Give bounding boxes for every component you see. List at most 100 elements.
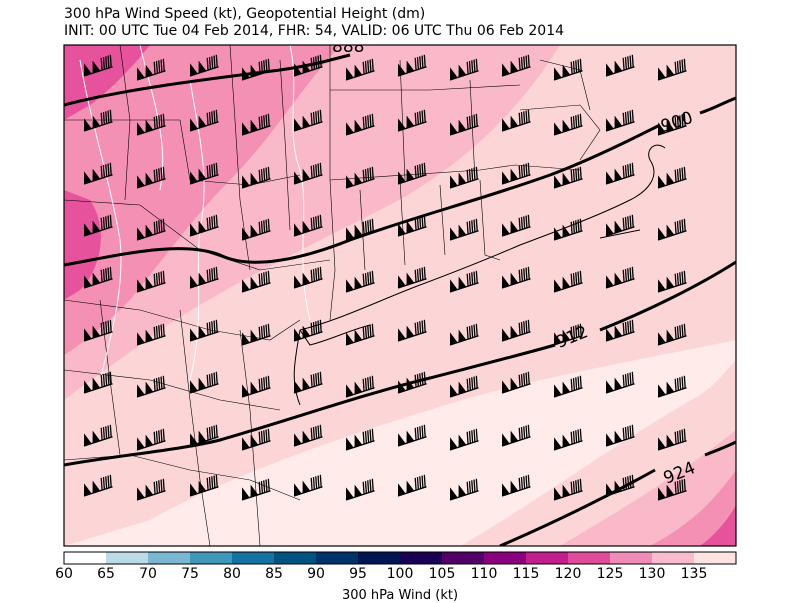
wind-barb-icon [189, 214, 219, 237]
wind-barb-icon [241, 113, 271, 136]
colorbar-tick-label: 120 [554, 566, 582, 582]
map-subtitle: INIT: 00 UTC Tue 04 Feb 2014, FHR: 54, V… [64, 23, 565, 39]
wind-barb-icon [501, 266, 531, 289]
wind-barb-icon [345, 113, 375, 136]
wind-barb-icon [397, 371, 427, 394]
wind-barb-icon [553, 270, 583, 293]
wind-barb-icon [553, 166, 583, 189]
wind-barb-icon [189, 371, 219, 394]
wind-barb-icon [241, 428, 271, 451]
wind-barb-icon [449, 428, 479, 451]
wind-barb-icon [293, 319, 323, 342]
wind-barb-icon [136, 58, 166, 81]
wind-shading-pink [64, 45, 340, 355]
wind-barb-icon [345, 166, 375, 189]
colorbar-tick-label: 70 [139, 566, 157, 582]
wind-barb-icon [605, 424, 635, 447]
wind-barb-icon [83, 474, 113, 497]
wind-barb-icon [605, 371, 635, 394]
colorbar-tick-label: 75 [181, 566, 199, 582]
wind-barb-icon [397, 162, 427, 185]
wind-barb-icon [501, 424, 531, 447]
wind-barb-icon [605, 109, 635, 132]
wind-barb-icon [189, 319, 219, 342]
contour-912 [64, 260, 736, 467]
wind-shading-strong-west [64, 190, 101, 300]
wind-barb-icon [293, 474, 323, 497]
wind-barb-icon [553, 58, 583, 81]
wind-barb-icon [241, 218, 271, 241]
wind-shading-pink-se [650, 470, 736, 546]
wind-barb-icon [553, 218, 583, 241]
colorbar-swatch [358, 552, 401, 564]
wind-barb-icon [293, 266, 323, 289]
colorbar-frame [63, 551, 737, 565]
wind-barb-icon [136, 478, 166, 501]
wind-shading-medium-se [560, 430, 736, 546]
wind-barb-icon [397, 266, 427, 289]
wind-barb-icon [83, 266, 113, 289]
colorbar-tick-label: 125 [596, 566, 624, 582]
colorbar-swatch [400, 552, 443, 564]
wind-barb-icon [136, 375, 166, 398]
wind-barb-icon [501, 371, 531, 394]
wind-barb-icon [449, 375, 479, 398]
wind-barb-icon [449, 478, 479, 501]
contour-label-888: 888 [332, 37, 364, 57]
contour-888 [64, 53, 351, 107]
wind-barb-icon [553, 113, 583, 136]
wind-barb-icon [241, 58, 271, 81]
wind-barb-icon [397, 54, 427, 77]
wind-barb-icon [553, 478, 583, 501]
wind-barb-icon [657, 218, 687, 241]
county-boundaries [64, 45, 601, 546]
wind-barb-icon [345, 375, 375, 398]
map-title: 300 hPa Wind Speed (kt), Geopotential He… [64, 6, 426, 22]
colorbar-swatch [274, 552, 317, 564]
wind-barb-icon [553, 375, 583, 398]
wind-barb-icon [605, 214, 635, 237]
colorbar-label: 300 hPa Wind (kt) [341, 588, 459, 603]
wind-barb-icon [449, 323, 479, 346]
colorbar [64, 552, 737, 564]
wind-barb-icon [449, 113, 479, 136]
wind-barb-icon [501, 319, 531, 342]
wind-barb-icon [345, 323, 375, 346]
colorbar-swatch [232, 552, 275, 564]
map-frame [63, 44, 737, 547]
colorbar-tick-label: 110 [470, 566, 498, 582]
wind-barb-icon [189, 109, 219, 132]
colorbar-tick-label: 100 [386, 566, 414, 582]
wind-barb-icon [189, 266, 219, 289]
colorbar-swatch [442, 552, 485, 564]
colorbar-swatch [526, 552, 569, 564]
wind-barb-icon [397, 474, 427, 497]
wind-barb-icon [501, 162, 531, 185]
wind-barb-icon [605, 266, 635, 289]
wind-barb-icon [83, 371, 113, 394]
colorbar-tick-label: 95 [349, 566, 367, 582]
wind-barb-icon [397, 109, 427, 132]
colorbar-tick-label: 90 [307, 566, 325, 582]
wind-barb-icon [189, 54, 219, 77]
wind-barbs [83, 54, 687, 501]
colorbar-tick-label: 115 [512, 566, 540, 582]
wind-barb-icon [136, 270, 166, 293]
colorbar-tick-label: 130 [638, 566, 666, 582]
colorbar-tick-label: 80 [223, 566, 241, 582]
colorbar-tick-label: 60 [55, 566, 73, 582]
wind-barb-icon [605, 54, 635, 77]
wind-barb-icon [501, 109, 531, 132]
wind-barb-icon [241, 166, 271, 189]
colorbar-swatch [148, 552, 191, 564]
colorbar-tick-label: 85 [265, 566, 283, 582]
colorbar-swatch [652, 552, 695, 564]
contour-900 [64, 96, 736, 267]
wind-barb-icon [345, 478, 375, 501]
wind-barb-icon [657, 270, 687, 293]
colorbar-swatch [64, 552, 107, 564]
wind-barb-icon [136, 166, 166, 189]
wind-barb-icon [397, 214, 427, 237]
wind-barb-icon [241, 375, 271, 398]
